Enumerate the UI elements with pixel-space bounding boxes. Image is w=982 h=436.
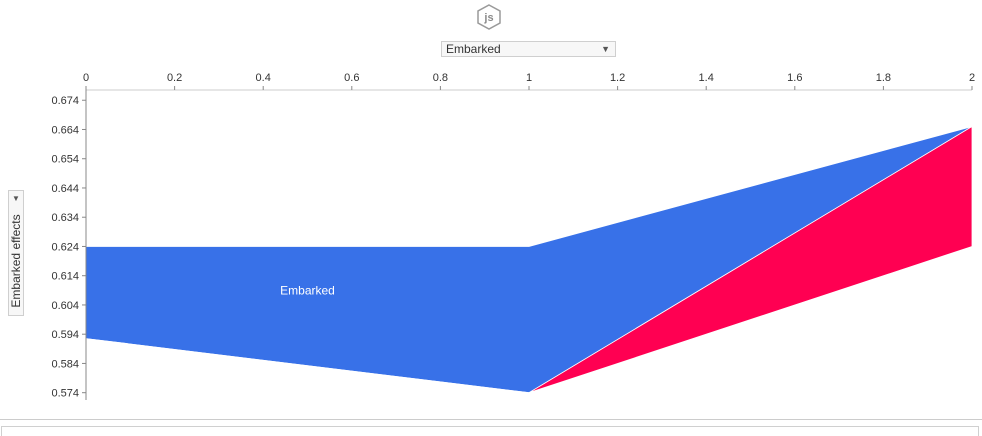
y-tick-label: 0.664 xyxy=(51,124,79,136)
y-tick-label: 0.574 xyxy=(51,388,79,400)
chart-annotations: Embarked xyxy=(280,284,335,298)
x-tick-label: 1.2 xyxy=(610,72,625,84)
y-axis: 0.674 0.664 0.654 0.644 0.634 0.624 0.614 0.604… xyxy=(51,90,87,400)
yaxis-dropdown[interactable]: ▼ Embarked effects xyxy=(8,190,24,316)
x-tick-label: 1.4 xyxy=(699,72,714,84)
y-tick-label: 0.604 xyxy=(51,300,79,312)
y-tick-label: 0.634 xyxy=(51,212,79,224)
y-tick-label: 0.584 xyxy=(51,358,79,370)
feature-dropdown-value: Embarked xyxy=(446,42,501,56)
x-tick-label: 0.4 xyxy=(256,72,271,84)
y-tick-label: 0.674 xyxy=(51,95,79,107)
x-tick-label: 0.6 xyxy=(344,72,359,84)
y-tick-label: 0.654 xyxy=(51,154,79,166)
y-tick-label: 0.644 xyxy=(51,183,79,195)
bottom-panel xyxy=(1,426,979,436)
x-tick-label: 1 xyxy=(526,72,532,84)
x-tick-label: 0.8 xyxy=(433,72,448,84)
feature-dropdown[interactable]: Embarked ▼ xyxy=(441,41,616,57)
x-tick-label: 2 xyxy=(969,72,975,84)
y-tick-label: 0.624 xyxy=(51,241,79,253)
area-series-positive[interactable] xyxy=(85,126,973,394)
svg-text:js: js xyxy=(483,12,493,24)
x-tick-label: 1.8 xyxy=(876,72,891,84)
chart-areas xyxy=(85,126,973,394)
y-tick-label: 0.594 xyxy=(51,329,79,341)
chevron-down-icon: ▼ xyxy=(12,194,20,203)
divider xyxy=(0,419,982,420)
y-tick-label: 0.614 xyxy=(51,271,79,283)
x-axis: 0 0.2 0.4 0.6 0.8 1 1.2 1.4 1.6 1.8 2 xyxy=(83,72,975,91)
js-logo-icon: js xyxy=(477,4,501,30)
x-tick-label: 1.6 xyxy=(787,72,802,84)
x-tick-label: 0 xyxy=(83,72,89,84)
chevron-down-icon: ▼ xyxy=(601,44,610,54)
x-tick-label: 0.2 xyxy=(167,72,182,84)
area-label: Embarked xyxy=(280,284,335,298)
